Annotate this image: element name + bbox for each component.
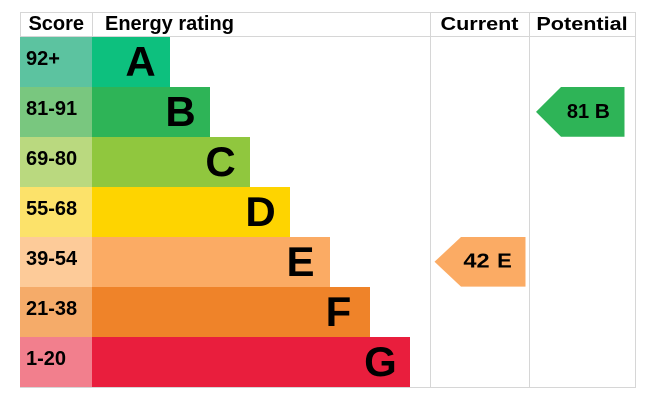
svg-text:E: E: [497, 250, 512, 272]
svg-text:B: B: [595, 100, 610, 122]
svg-text:42: 42: [463, 249, 489, 272]
svg-text:81: 81: [567, 101, 589, 123]
